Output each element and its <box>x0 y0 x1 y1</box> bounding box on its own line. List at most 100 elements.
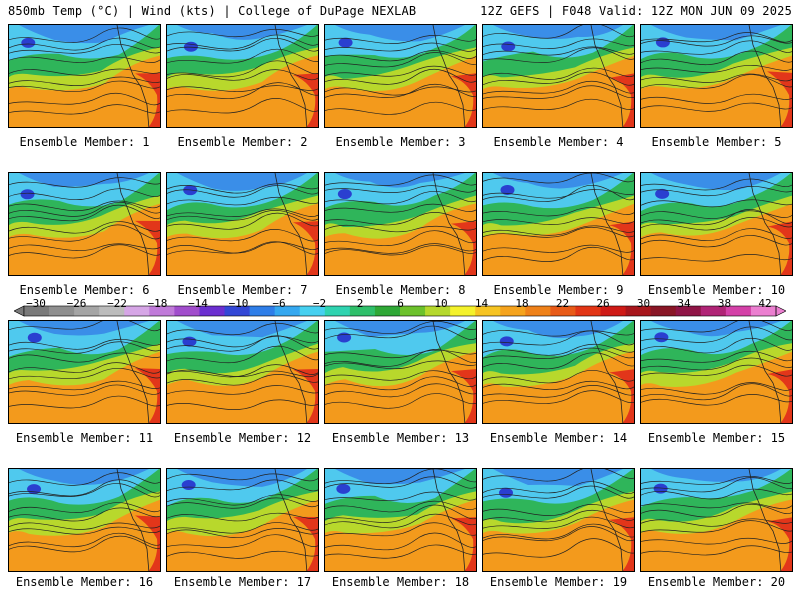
colorbar-segment <box>124 306 150 316</box>
ensemble-member-map <box>166 468 319 572</box>
colorbar-segment <box>575 306 602 316</box>
colorbar-tick-label: −26 <box>66 297 87 310</box>
ensemble-member-map <box>8 24 161 128</box>
ensemble-member-map <box>8 172 161 276</box>
temperature-map <box>9 173 160 275</box>
ensemble-member-map <box>640 468 793 572</box>
colorbar-segment <box>500 306 526 316</box>
temperature-map <box>9 469 160 571</box>
ensemble-member-caption: Ensemble Member: 1 <box>19 135 150 149</box>
colorbar-segment <box>550 306 576 316</box>
model-run-info: 12Z GEFS | F048 Valid: 12Z MON JUN 09 20… <box>480 4 792 18</box>
colorbar-segment <box>74 306 100 316</box>
ensemble-member-map <box>640 320 793 424</box>
colorbar-tick-label: 2 <box>356 297 364 310</box>
temperature-map <box>167 173 318 275</box>
colorbar-segment <box>450 306 476 316</box>
temperature-map <box>9 25 160 127</box>
colorbar-segment <box>425 306 451 316</box>
colorbar-segment <box>700 306 727 316</box>
temperature-map <box>483 25 634 127</box>
temperature-map <box>483 321 634 423</box>
colorbar-segment <box>374 306 401 316</box>
colorbar-segment <box>650 306 677 316</box>
colorbar-segment <box>299 306 326 316</box>
ensemble-member-caption: Ensemble Member: 3 <box>335 135 466 149</box>
temperature-map <box>641 25 792 127</box>
colorbar-tick-label: 14 <box>474 297 489 310</box>
colorbar-tick-label: −18 <box>147 297 168 310</box>
colorbar-segment <box>224 306 251 316</box>
ensemble-member-map <box>166 320 319 424</box>
ensemble-member-caption: Ensemble Member: 11 <box>15 431 154 445</box>
ensemble-member-caption: Ensemble Member: 6 <box>19 283 150 297</box>
colorbar-tick-label: −22 <box>107 297 127 310</box>
colorbar-segment <box>349 306 376 316</box>
ensemble-member-map <box>324 320 477 424</box>
ensemble-member-map <box>166 24 319 128</box>
colorbar-segment <box>174 306 200 316</box>
temperature-map <box>167 25 318 127</box>
colorbar-segment <box>99 306 125 316</box>
temperature-map <box>325 173 476 275</box>
colorbar-segment <box>600 306 627 316</box>
colorbar-tick-label: −2 <box>312 297 327 310</box>
temperature-map <box>167 469 318 571</box>
colorbar-tick-label: 18 <box>515 297 529 310</box>
colorbar-segment <box>475 306 501 316</box>
colorbar-segment <box>675 306 702 316</box>
ensemble-member-caption: Ensemble Member: 2 <box>177 135 308 149</box>
temperature-map <box>641 321 792 423</box>
colorbar-segment <box>49 306 75 316</box>
ensemble-member-map <box>166 172 319 276</box>
ensemble-member-caption: Ensemble Member: 16 <box>15 575 154 589</box>
temperature-map <box>641 173 792 275</box>
colorbar-tick-label: 30 <box>636 297 651 310</box>
colorbar-tick-label: 42 <box>758 297 772 310</box>
colorbar-tick-label: 26 <box>596 297 610 310</box>
ensemble-member-caption: Ensemble Member: 13 <box>331 431 470 445</box>
colorbar-tick-label: −14 <box>188 297 208 310</box>
colorbar-segment <box>149 306 175 316</box>
chart-title: 850mb Temp (°C) | Wind (kts) | College o… <box>8 4 417 18</box>
colorbar-segment <box>199 306 226 316</box>
colorbar-segment <box>725 306 752 316</box>
ensemble-member-map <box>8 468 161 572</box>
colorbar-segment <box>324 306 351 316</box>
ensemble-member-caption: Ensemble Member: 5 <box>651 135 782 149</box>
temperature-map <box>167 321 318 423</box>
ensemble-member-caption: Ensemble Member: 7 <box>177 283 308 297</box>
temperature-map <box>641 469 792 571</box>
colorbar-segment <box>274 306 301 316</box>
colorbar-segment <box>24 306 50 316</box>
colorbar-tick-label: 38 <box>717 297 732 310</box>
ensemble-member-map <box>8 320 161 424</box>
colorbar-segment <box>400 306 426 316</box>
ensemble-member-map <box>482 172 635 276</box>
temperature-map <box>483 469 634 571</box>
ensemble-member-map <box>640 172 793 276</box>
ensemble-member-caption: Ensemble Member: 19 <box>489 575 628 589</box>
ensemble-member-caption: Ensemble Member: 8 <box>335 283 466 297</box>
colorbar-tick-label: 34 <box>677 297 691 310</box>
ensemble-member-map <box>324 172 477 276</box>
ensemble-member-caption: Ensemble Member: 10 <box>647 283 786 297</box>
colorbar-tick-label: 10 <box>434 297 448 310</box>
ensemble-member-caption: Ensemble Member: 15 <box>647 431 786 445</box>
ensemble-member-map <box>640 24 793 128</box>
ensemble-member-caption: Ensemble Member: 9 <box>493 283 624 297</box>
colorbar-segment <box>750 306 777 316</box>
colorbar-segment <box>625 306 652 316</box>
ensemble-member-caption: Ensemble Member: 17 <box>173 575 312 589</box>
colorbar-tick-label: 6 <box>397 297 404 310</box>
temperature-map <box>483 173 634 275</box>
colorbar-tick-label: −30 <box>26 297 46 310</box>
temperature-map <box>325 321 476 423</box>
ensemble-member-caption: Ensemble Member: 4 <box>493 135 624 149</box>
temperature-map <box>325 25 476 127</box>
colorbar-segment <box>525 306 551 316</box>
temperature-map <box>325 469 476 571</box>
ensemble-member-caption: Ensemble Member: 14 <box>489 431 628 445</box>
temperature-colorbar <box>14 305 786 317</box>
colorbar-min-arrow <box>14 305 25 317</box>
